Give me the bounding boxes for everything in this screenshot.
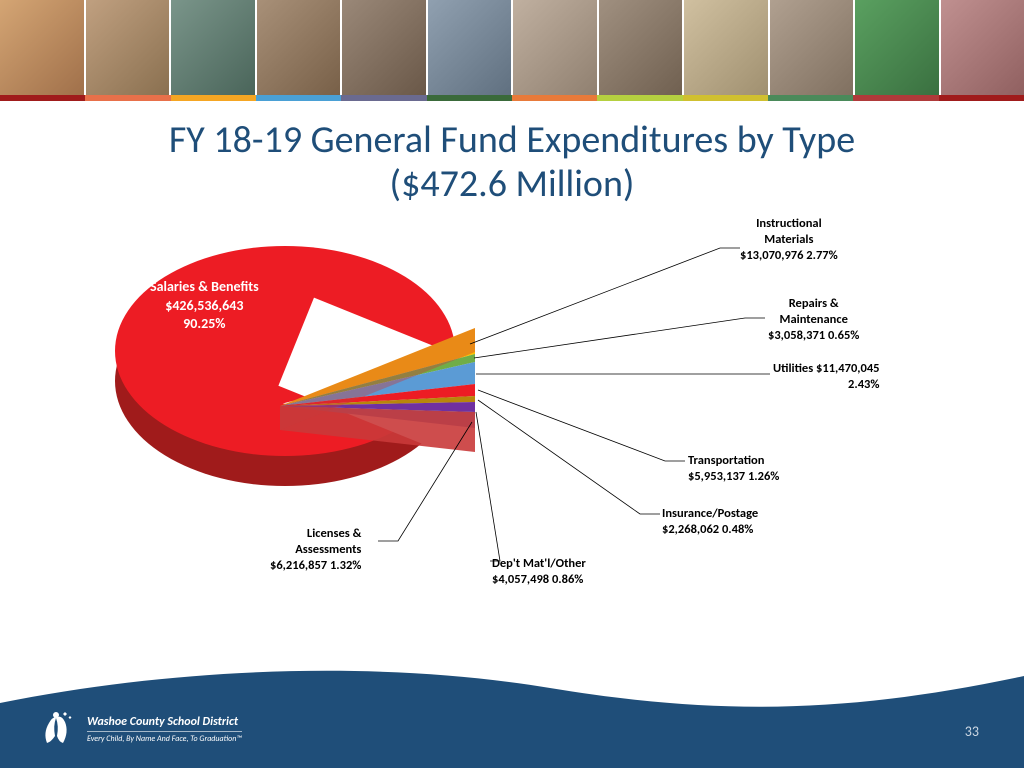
org-tagline: Every Child, By Name And Face, To Gradua… [87, 734, 242, 744]
header-photo [428, 0, 512, 95]
header-photo [770, 0, 854, 95]
header-photo [941, 0, 1024, 95]
header-photo [257, 0, 341, 95]
header-photo [86, 0, 170, 95]
label-dept: Dep't Mat'l/Other $4,057,498 0.86% [492, 556, 586, 587]
pie-chart: Salaries & Benefits $426,536,643 90.25% … [0, 206, 1024, 686]
label-utilities: Utilities $11,470,045 2.43% [773, 361, 880, 392]
label-instructional: Instructional Materials $13,070,976 2.77… [740, 216, 838, 263]
footer-logo-text: Washoe County School District Every Chil… [87, 715, 242, 744]
label-transportation: Transportation $5,953,137 1.26% [688, 453, 779, 484]
label-licenses: Licenses & Assessments $6,216,857 1.32% [270, 526, 361, 573]
district-logo-icon [35, 708, 77, 750]
header-photo [684, 0, 768, 95]
header-photo [0, 0, 84, 95]
org-name: Washoe County School District [87, 715, 242, 732]
title-line-1: FY 18-19 General Fund Expenditures by Ty… [169, 117, 855, 163]
header-color-bar [0, 95, 1024, 101]
header-photo-strip [0, 0, 1024, 95]
label-insurance: Insurance/Postage $2,268,062 0.48% [662, 506, 758, 537]
pie-exploded-slices [280, 346, 540, 501]
slide-title: FY 18-19 General Fund Expenditures by Ty… [0, 119, 1024, 206]
header-photo [513, 0, 597, 95]
slide-footer: Washoe County School District Every Chil… [0, 658, 1024, 768]
header-photo [855, 0, 939, 95]
page-number: 33 [965, 723, 979, 740]
header-photo [599, 0, 683, 95]
header-photo [342, 0, 426, 95]
title-line-2: ($472.6 Million) [390, 161, 635, 207]
header-photo [171, 0, 255, 95]
label-salaries-benefits: Salaries & Benefits $426,536,643 90.25% [150, 278, 259, 333]
label-repairs: Repairs & Maintenance $3,058,371 0.65% [768, 296, 859, 343]
footer-logo: Washoe County School District Every Chil… [35, 708, 242, 750]
